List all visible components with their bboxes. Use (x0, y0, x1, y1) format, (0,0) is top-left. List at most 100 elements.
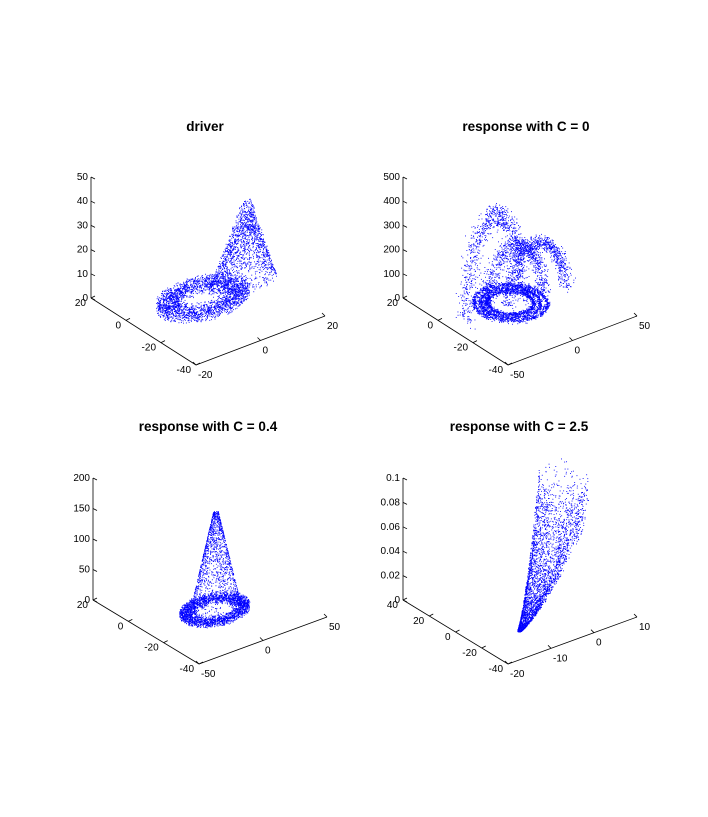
scatter-point (217, 285, 219, 287)
scatter-point (513, 313, 515, 315)
scatter-point (242, 236, 244, 238)
scatter-point (533, 308, 535, 310)
scatter-point (177, 315, 179, 317)
scatter-point (239, 299, 241, 301)
scatter-point (254, 231, 256, 232)
scatter-point (519, 292, 521, 294)
scatter-point (243, 279, 245, 281)
scatter-point (246, 212, 247, 214)
scatter-point (209, 312, 211, 314)
scatter-point (235, 266, 237, 268)
scatter-point (500, 291, 502, 293)
scatter-point (256, 255, 258, 256)
scatter-point (190, 279, 192, 280)
scatter-point (263, 277, 264, 279)
scatter-point (225, 271, 227, 273)
scatter-point (266, 281, 267, 283)
scatter-point (170, 294, 172, 296)
scatter-point (248, 290, 250, 292)
x-tick-label: 0 (263, 346, 269, 357)
scatter-point (165, 310, 167, 311)
scatter-point (191, 312, 193, 313)
scatter-point (208, 278, 210, 280)
scatter-point (252, 244, 254, 246)
scatter-point (241, 286, 243, 288)
scatter-point (216, 315, 218, 317)
scatter-point (158, 306, 160, 308)
scatter-point (236, 234, 238, 236)
scatter-point (233, 302, 235, 304)
scatter-point (230, 291, 232, 293)
scatter-point (235, 304, 237, 306)
scatter-point (158, 314, 160, 316)
scatter-point (240, 225, 242, 227)
scatter-point (238, 287, 240, 289)
y-tick-mark (125, 317, 131, 321)
scatter-point (247, 222, 249, 224)
scatter-point (218, 296, 220, 298)
scatter-point (238, 240, 240, 242)
scatter-point (210, 281, 212, 283)
scatter-point (223, 284, 225, 286)
scatter-point (166, 317, 168, 318)
scatter-point (188, 312, 190, 313)
scatter-point (227, 277, 229, 279)
scatter-point (240, 245, 242, 247)
scatter-point (191, 278, 193, 280)
scatter-point (193, 279, 195, 281)
scatter-point (176, 307, 178, 308)
scatter-point (184, 299, 186, 301)
scatter-point (243, 248, 244, 250)
scatter-point (216, 311, 218, 313)
scatter-point (233, 232, 235, 234)
scatter-point (242, 226, 244, 228)
scatter-point (251, 224, 253, 226)
scatter-point (186, 282, 188, 284)
scatter-point (229, 291, 231, 293)
scatter-point (523, 311, 524, 312)
scatter-point (492, 310, 493, 312)
scatter-point (229, 305, 231, 307)
scatter-point (249, 262, 251, 264)
scatter-point (226, 269, 228, 271)
scatter-point (222, 273, 224, 275)
scatter-point (247, 235, 249, 236)
scatter-point (240, 222, 242, 224)
scatter-point (168, 306, 170, 308)
scatter-point (244, 242, 246, 244)
scatter-point (184, 286, 186, 288)
scatter-point (218, 306, 220, 308)
scatter-point (211, 285, 213, 287)
scatter-point (225, 306, 227, 308)
scatter-point (246, 244, 248, 246)
scatter-point (274, 270, 276, 271)
scatter-point (206, 275, 208, 277)
scatter-point (258, 283, 259, 285)
scatter-point (176, 312, 178, 314)
scatter-point (241, 287, 243, 289)
scatter-point (236, 289, 238, 291)
scatter-point (253, 268, 255, 269)
scatter-point (253, 217, 255, 218)
scatter-point (242, 204, 244, 206)
scatter-point (193, 315, 194, 317)
scatter-point (516, 292, 517, 294)
scatter-point (488, 296, 490, 298)
scatter-point (220, 280, 221, 281)
scatter-point (254, 221, 256, 223)
scatter-point (171, 293, 173, 295)
scatter-point (214, 283, 216, 285)
scatter-point (160, 299, 161, 301)
scatter-point (197, 281, 199, 283)
scatter-point (224, 292, 226, 294)
scatter-point (517, 315, 519, 317)
scatter-point (225, 279, 226, 280)
scatter-point (230, 293, 231, 295)
scatter-point (485, 299, 486, 301)
scatter-point (218, 280, 220, 281)
scatter-point (171, 313, 172, 315)
scatter-point (215, 271, 217, 272)
scatter-point (257, 267, 259, 268)
scatter-point (240, 295, 242, 297)
scatter-point (253, 229, 254, 231)
